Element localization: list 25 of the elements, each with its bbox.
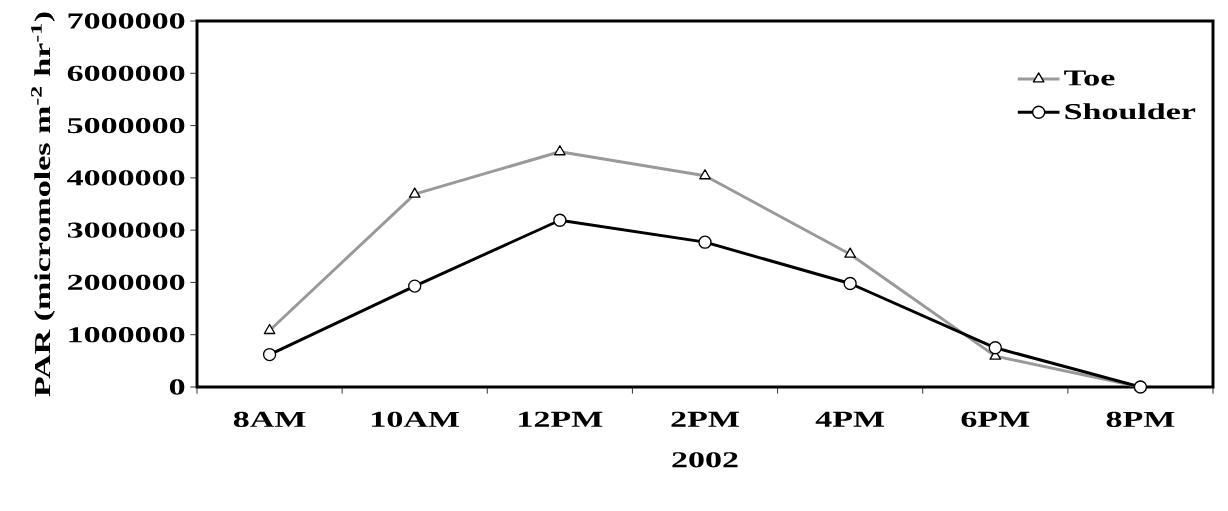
- point: [843, 276, 857, 291]
- point: [262, 347, 277, 362]
- y-tick-label: 7000000: [68, 13, 185, 29]
- x-tick-label: 6PM: [961, 411, 1030, 427]
- y-tick-label: 6000000: [67, 65, 185, 81]
- y-tick-label: 4000000: [67, 170, 185, 186]
- point: [698, 235, 712, 249]
- x-tick-label: 12PM: [519, 411, 603, 427]
- y-tick-label: 1000000: [69, 327, 185, 343]
- x-axis-title: 2002: [672, 452, 738, 468]
- point: [553, 213, 567, 227]
- x-tick-label: 10AM: [372, 411, 460, 428]
- x-tick-label: 8PM: [1106, 411, 1175, 428]
- point: [988, 341, 1002, 355]
- y-tick-label: 2000000: [68, 274, 185, 291]
- legend-label: Toe: [1064, 70, 1115, 86]
- y-tick-label: 0: [169, 379, 185, 395]
- legend-label: Shoulder: [1065, 103, 1196, 120]
- x-tick-label: 2PM: [671, 411, 739, 427]
- y-axis-title: PAR (micromoles m$^{-2}$ hr$^{-1}$): [31, 12, 55, 397]
- x-tick-label: 8AM: [233, 411, 306, 428]
- y-tick-label: 3000000: [67, 222, 185, 238]
- y-tick-label: 5000000: [67, 117, 185, 134]
- x-tick-label: 4PM: [815, 411, 885, 427]
- point: [408, 279, 422, 293]
